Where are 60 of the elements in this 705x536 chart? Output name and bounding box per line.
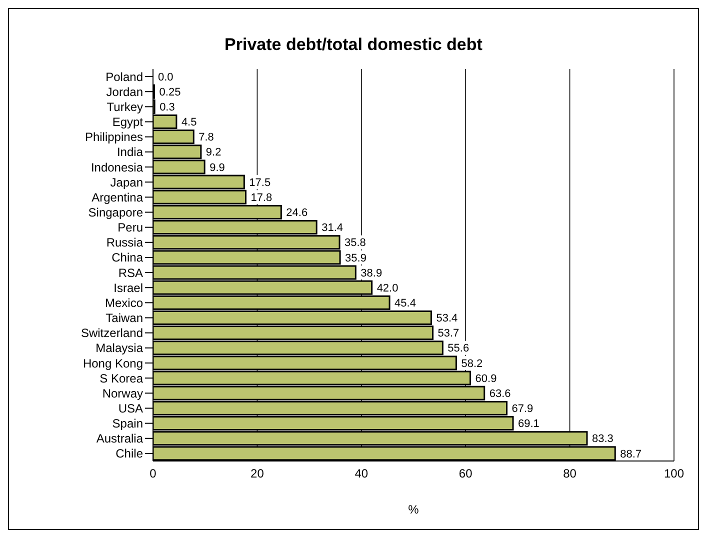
data-label: 45.4 [394,298,416,310]
y-tick-label: Australia [96,432,144,446]
x-axis-title: % [408,502,420,517]
x-tick-label: 80 [563,466,577,481]
y-tick-label: Poland [106,70,143,84]
y-tick-label: USA [118,401,143,416]
y-tick-label: Mexico [104,296,144,310]
data-label: 31.4 [322,222,344,234]
data-label: 83.3 [592,433,614,446]
data-label: 67.9 [512,403,534,416]
y-tick-label: Russia [106,236,144,250]
x-tick-label: 20 [250,466,264,481]
data-label: 53.7 [438,328,460,340]
y-tick-label: Israel [114,280,143,295]
y-tick-label: Hong Kong [82,356,143,370]
y-tick-label: Turkey [106,100,143,114]
data-label: 60.9 [475,372,497,385]
y-tick-label: Argentina [92,190,144,204]
y-tick-label: Malaysia [96,341,144,356]
y-tick-label: Taiwan [106,311,143,326]
data-label: 9.2 [206,146,222,159]
data-label: 63.6 [489,388,511,400]
x-tick-label: 100 [664,466,684,481]
data-label: 35.8 [344,237,366,250]
y-tick-label: Chile [116,446,144,461]
y-tick-label: Jordan [106,84,143,99]
data-label: 53.4 [436,312,458,325]
y-tick-label: S Korea [100,371,144,386]
y-tick-label: India [116,145,144,160]
data-label: 35.9 [345,252,366,264]
data-label: 58.2 [461,358,483,370]
data-label: 9.9 [210,162,225,174]
data-label: 69.1 [518,418,540,430]
x-tick-label: 0 [150,466,157,481]
data-label: 55.6 [448,342,470,355]
x-tick-label: 60 [458,466,473,481]
x-tick-label: 40 [354,466,368,481]
data-label: 17.5 [249,176,271,189]
data-label: 4.5 [181,116,197,129]
chart-title: Private debt/total domestic debt [224,34,484,56]
data-label: 0.0 [158,71,174,84]
y-tick-label: Japan [110,175,143,190]
data-label: 88.7 [620,448,642,460]
y-tick-label: Indonesia [90,160,144,174]
y-tick-label: Philippines [84,130,143,144]
y-tick-label: China [112,250,144,265]
data-label: 38.9 [360,267,382,280]
data-label: 42.0 [376,282,398,294]
y-tick-label: Switzerland [80,326,143,340]
y-tick-label: Egypt [112,115,144,130]
y-tick-label: Singapore [88,205,144,220]
data-label: 0.25 [159,86,181,98]
data-label: 0.3 [160,102,175,114]
data-label: 7.8 [198,132,214,144]
data-label: 24.6 [286,207,308,220]
y-tick-label: Norway [102,386,143,400]
y-tick-label: Peru [118,220,143,235]
y-tick-label: RSA [118,266,143,280]
data-label: 17.8 [250,192,272,204]
y-tick-label: Spain [112,416,143,431]
